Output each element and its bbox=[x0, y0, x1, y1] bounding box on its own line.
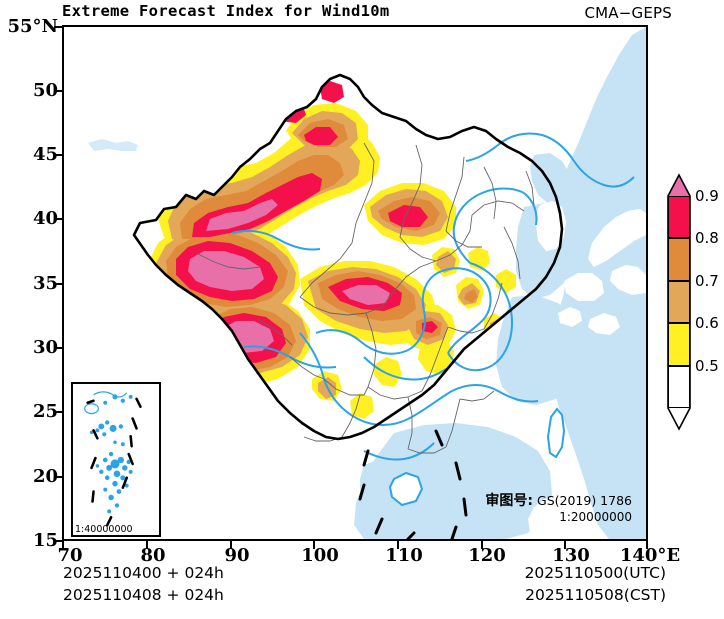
x-tick-label: 140°E bbox=[619, 545, 681, 566]
nine-dash-line bbox=[358, 429, 468, 539]
y-tick-mark bbox=[54, 90, 62, 92]
x-tick-label: 70 bbox=[57, 545, 83, 566]
x-tick-label: 100 bbox=[301, 545, 339, 566]
y-tick-label: 55°N bbox=[7, 16, 58, 37]
attribution-block: 审图号: GS(2019) 1786 1:20000000 bbox=[485, 493, 632, 526]
ocean-layer bbox=[88, 27, 646, 539]
x-tick-mark bbox=[62, 541, 64, 549]
x-tick-mark bbox=[397, 541, 399, 549]
y-tick-mark bbox=[54, 26, 62, 28]
y-tick-mark bbox=[54, 540, 62, 542]
china-efi-map bbox=[64, 27, 646, 539]
y-tick-label: 35 bbox=[32, 273, 58, 294]
y-tick-label: 20 bbox=[32, 466, 58, 487]
model-label: CMA−GEPS bbox=[584, 4, 672, 22]
inset-scale-label: 1:40000000 bbox=[75, 524, 133, 535]
colorbar bbox=[667, 173, 691, 431]
colorbar-outline bbox=[667, 173, 691, 431]
y-tick-label: 50 bbox=[32, 80, 58, 101]
y-tick-label: 40 bbox=[32, 208, 58, 229]
map-plot-area: 1:40000000 审图号: GS(2019) 1786 1:20000000 bbox=[62, 25, 648, 541]
init-time-utc: 2025110400 + 024h bbox=[63, 564, 224, 582]
review-number: GS(2019) 1786 bbox=[537, 492, 632, 508]
valid-time-cst: 2025110508(CST) bbox=[525, 586, 666, 604]
colorbar-label-0.8: 0.8 bbox=[695, 229, 719, 247]
national-border bbox=[132, 73, 564, 441]
y-tick-mark bbox=[54, 347, 62, 349]
y-tick-mark bbox=[54, 476, 62, 478]
inset-map-svg bbox=[72, 383, 160, 536]
colorbar-extend-low bbox=[668, 408, 690, 428]
south-china-sea-inset: 1:40000000 bbox=[71, 382, 161, 537]
colorbar-extend-high bbox=[668, 176, 690, 196]
y-tick-mark bbox=[54, 283, 62, 285]
x-tick-mark bbox=[146, 541, 148, 549]
y-tick-mark bbox=[54, 218, 62, 220]
y-tick-label: 25 bbox=[32, 401, 58, 422]
y-tick-label: 15 bbox=[32, 530, 58, 551]
x-tick-mark bbox=[230, 541, 232, 549]
x-tick-label: 120 bbox=[468, 545, 506, 566]
y-tick-mark bbox=[54, 154, 62, 156]
map-scale-label: 1:20000000 bbox=[559, 510, 632, 524]
x-tick-label: 110 bbox=[385, 545, 423, 566]
colorbar-label-0.6: 0.6 bbox=[695, 314, 719, 332]
x-tick-label: 90 bbox=[224, 545, 250, 566]
colorbar-label-0.7: 0.7 bbox=[695, 272, 719, 290]
colorbar-label-0.5: 0.5 bbox=[695, 357, 719, 375]
x-tick-mark bbox=[313, 541, 315, 549]
x-tick-mark bbox=[646, 541, 648, 549]
y-tick-mark bbox=[54, 411, 62, 413]
review-label: 审图号: bbox=[485, 492, 534, 509]
y-tick-label: 45 bbox=[32, 144, 58, 165]
colorbar-label-0.9: 0.9 bbox=[695, 187, 719, 205]
valid-time-utc: 2025110500(UTC) bbox=[524, 564, 666, 582]
x-tick-mark bbox=[481, 541, 483, 549]
y-tick-label: 30 bbox=[32, 337, 58, 358]
page-title: Extreme Forecast Index for Wind10m bbox=[62, 2, 390, 20]
x-tick-label: 130 bbox=[552, 545, 590, 566]
init-time-cst: 2025110408 + 024h bbox=[63, 586, 224, 604]
x-tick-label: 80 bbox=[140, 545, 166, 566]
x-tick-mark bbox=[564, 541, 566, 549]
